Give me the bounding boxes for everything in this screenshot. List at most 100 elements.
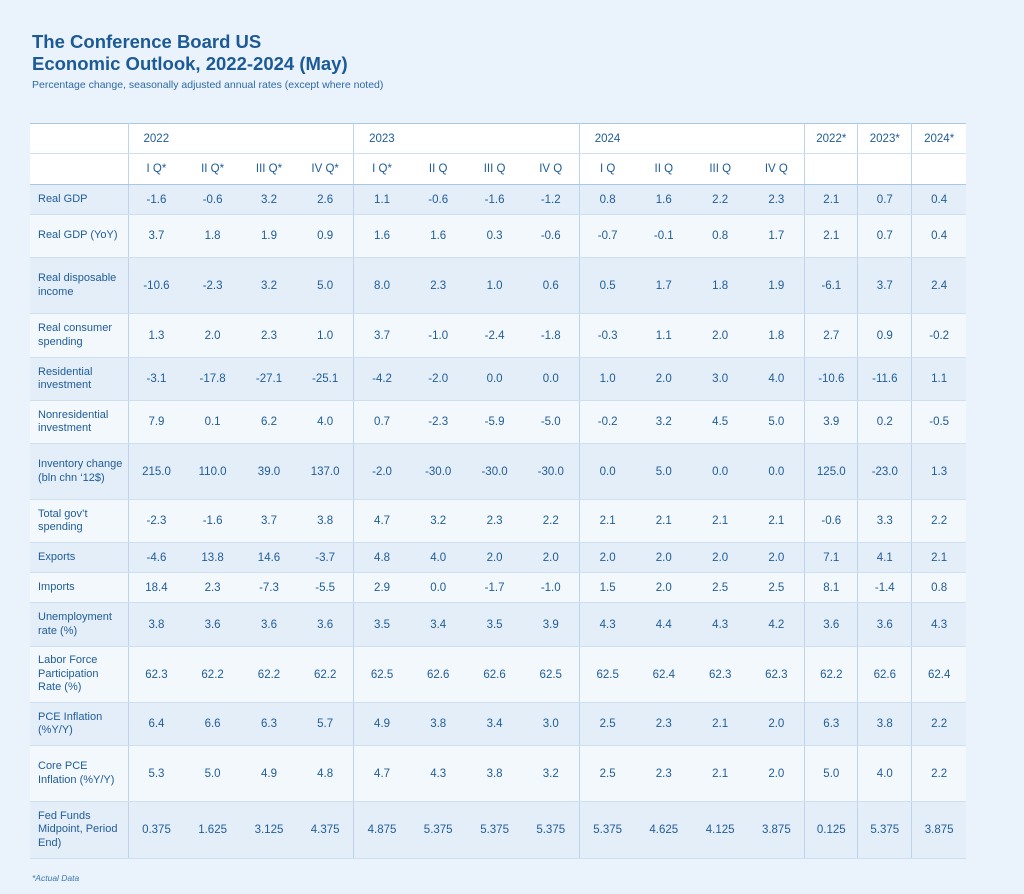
cell-value: -2.3 xyxy=(184,257,241,314)
quarter-header: II Q xyxy=(410,153,467,185)
cell-value: 0.4 xyxy=(911,184,966,215)
cell-value: 62.2 xyxy=(240,646,298,703)
cell-value: -1.7 xyxy=(466,572,523,603)
row-label: Real GDP xyxy=(30,184,129,215)
cell-value: 2.3 xyxy=(466,499,523,543)
cell-value: 2.0 xyxy=(635,542,692,573)
cell-value: 0.0 xyxy=(578,443,636,500)
data-row: Real GDP (YoY) 3.7 1.8 1.9 0.9 1.6 1.6 0.3 -0.6-… xyxy=(30,214,966,258)
cell-value: 0.6 xyxy=(522,257,580,314)
cell-value: 4.5 xyxy=(691,400,749,444)
year-header: 2022 xyxy=(127,123,354,154)
cell-value: -7.3 xyxy=(240,572,298,603)
cell-value: 4.0 xyxy=(857,745,912,802)
cell-value: 1.1 xyxy=(353,184,410,215)
cell-value: -0.2 xyxy=(911,313,966,358)
cell-value: 1.625 xyxy=(184,801,241,859)
cell-value: 2.9 xyxy=(353,572,410,603)
cell-value: 62.2 xyxy=(184,646,241,703)
cell-value: 4.9 xyxy=(353,702,410,746)
cell-value: 4.7 xyxy=(353,499,410,543)
cell-value: 3.6 xyxy=(240,602,298,647)
cell-value: 7.9 xyxy=(127,400,185,444)
year-header-row: 2022 2023 2024 2022* 2023* 2024* xyxy=(30,123,966,154)
row-label: Imports xyxy=(30,572,129,603)
cell-value: 62.5 xyxy=(578,646,636,703)
subtitle: Percentage change, seasonally adjusted a… xyxy=(32,79,384,91)
cell-value: 2.0 xyxy=(635,572,692,603)
cell-value: 3.875 xyxy=(911,801,966,859)
cell-value: 4.3 xyxy=(911,602,966,647)
cell-value: 2.3 xyxy=(410,257,467,314)
year-header: 2024 xyxy=(578,123,805,154)
quarter-header: IV Q xyxy=(522,153,580,185)
cell-value: 2.1 xyxy=(691,702,749,746)
cell-value: 62.2 xyxy=(804,646,858,703)
cell-value: 1.8 xyxy=(748,313,805,358)
row-label: Fed Funds Midpoint, Period End) xyxy=(30,801,129,859)
quarter-header: I Q* xyxy=(353,153,410,185)
cell-value: -0.6 xyxy=(804,499,858,543)
cell-value: 2.7 xyxy=(804,313,858,358)
cell-value: 1.5 xyxy=(578,572,636,603)
cell-value: 2.3 xyxy=(635,745,692,802)
cell-value: -0.3 xyxy=(578,313,636,358)
quarter-header: IV Q xyxy=(748,153,805,185)
cell-value: -2.0 xyxy=(353,443,410,500)
cell-value: 4.7 xyxy=(353,745,410,802)
quarter-header: III Q* xyxy=(240,153,298,185)
cell-value: 4.8 xyxy=(297,745,354,802)
cell-value: 3.9 xyxy=(522,602,580,647)
cell-value: -6.1 xyxy=(804,257,858,314)
cell-value: -0.2 xyxy=(578,400,636,444)
year-header: 2023* xyxy=(857,123,912,154)
cell-value: -1.6 xyxy=(466,184,523,215)
cell-value: 3.2 xyxy=(410,499,467,543)
cell-value: 0.4 xyxy=(911,214,966,258)
cell-value: 1.6 xyxy=(353,214,410,258)
cell-value: 2.1 xyxy=(691,499,749,543)
cell-value: 1.8 xyxy=(184,214,241,258)
cell-value: 3.2 xyxy=(635,400,692,444)
cell-value: 1.6 xyxy=(635,184,692,215)
quarter-header: III Q xyxy=(466,153,523,185)
data-row: Fed Funds Midpoint, Period End) 0.375 1.62… xyxy=(30,801,966,859)
cell-value: -5.9 xyxy=(466,400,523,444)
cell-value: 6.4 xyxy=(127,702,185,746)
cell-value: 3.5 xyxy=(466,602,523,647)
cell-value: 4.875 xyxy=(353,801,410,859)
cell-value: 2.0 xyxy=(748,702,805,746)
data-row: PCE Inflation (%Y/Y) 6.4 6.6 6.3 5.7 4.9 3.8 3.… xyxy=(30,702,966,746)
cell-value: 2.5 xyxy=(748,572,805,603)
quarter-header: II Q xyxy=(635,153,692,185)
cell-value: 3.4 xyxy=(410,602,467,647)
cell-value: 3.5 xyxy=(353,602,410,647)
cell-value: 6.6 xyxy=(184,702,241,746)
data-row: Nonresidential investment 7.9 0.1 6.2 4.0 0.7… xyxy=(30,400,966,444)
cell-value: -23.0 xyxy=(857,443,912,500)
quarter-header: I Q xyxy=(578,153,636,185)
cell-value: -2.3 xyxy=(410,400,467,444)
cell-value: 1.1 xyxy=(635,313,692,358)
cell-value: -1.8 xyxy=(522,313,580,358)
cell-value: 4.8 xyxy=(353,542,410,573)
cell-value: 62.5 xyxy=(353,646,410,703)
cell-value: 18.4 xyxy=(127,572,185,603)
cell-value: 3.0 xyxy=(691,357,749,401)
cell-value: 2.1 xyxy=(578,499,636,543)
cell-value: 3.8 xyxy=(127,602,185,647)
row-label: Unemployment rate (%) xyxy=(30,602,129,647)
cell-value: 14.6 xyxy=(240,542,298,573)
cell-value: 4.0 xyxy=(410,542,467,573)
corner-cell xyxy=(30,123,129,154)
cell-value: 1.7 xyxy=(635,257,692,314)
cell-value: 2.1 xyxy=(804,214,858,258)
cell-value: 7.1 xyxy=(804,542,858,573)
cell-value: 2.3 xyxy=(184,572,241,603)
cell-value: 1.0 xyxy=(466,257,523,314)
cell-value: 2.0 xyxy=(691,313,749,358)
cell-value: 0.2 xyxy=(857,400,912,444)
cell-value: 3.8 xyxy=(297,499,354,543)
cell-value: 3.9 xyxy=(804,400,858,444)
cell-value: 62.5 xyxy=(522,646,580,703)
